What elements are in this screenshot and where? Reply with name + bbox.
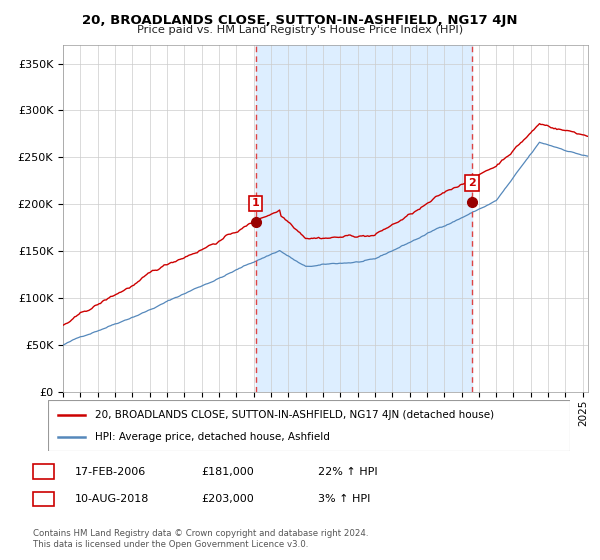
- Text: HPI: Average price, detached house, Ashfield: HPI: Average price, detached house, Ashf…: [95, 432, 330, 442]
- Text: £203,000: £203,000: [201, 494, 254, 504]
- Text: 1: 1: [40, 466, 47, 477]
- Text: 2: 2: [40, 494, 47, 504]
- Text: 2: 2: [468, 178, 476, 188]
- Bar: [256, 45, 472, 392]
- Text: 10-AUG-2018: 10-AUG-2018: [75, 494, 149, 504]
- FancyBboxPatch shape: [48, 400, 570, 451]
- Text: £181,000: £181,000: [201, 466, 254, 477]
- Text: 1: 1: [252, 198, 260, 208]
- Text: Price paid vs. HM Land Registry's House Price Index (HPI): Price paid vs. HM Land Registry's House …: [137, 25, 463, 35]
- Text: Contains HM Land Registry data © Crown copyright and database right 2024.
This d: Contains HM Land Registry data © Crown c…: [33, 529, 368, 549]
- Text: 20, BROADLANDS CLOSE, SUTTON-IN-ASHFIELD, NG17 4JN: 20, BROADLANDS CLOSE, SUTTON-IN-ASHFIELD…: [82, 14, 518, 27]
- Text: 17-FEB-2006: 17-FEB-2006: [75, 466, 146, 477]
- Text: 22% ↑ HPI: 22% ↑ HPI: [318, 466, 377, 477]
- Text: 20, BROADLANDS CLOSE, SUTTON-IN-ASHFIELD, NG17 4JN (detached house): 20, BROADLANDS CLOSE, SUTTON-IN-ASHFIELD…: [95, 409, 494, 419]
- Text: 3% ↑ HPI: 3% ↑ HPI: [318, 494, 370, 504]
